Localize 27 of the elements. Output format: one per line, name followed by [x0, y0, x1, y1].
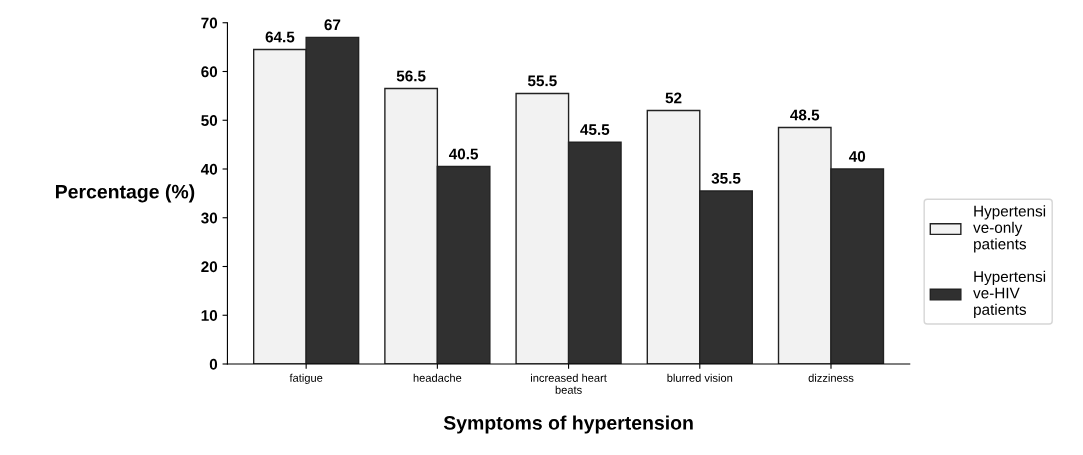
data-label: 56.5	[396, 70, 426, 82]
data-label: 45.5	[580, 124, 610, 135]
y-tick-label: 30	[201, 212, 218, 224]
data-label: 35.5	[711, 172, 741, 184]
y-tick-label: 10	[201, 310, 218, 321]
data-label: 67	[324, 19, 341, 31]
data-label: 52	[665, 92, 682, 104]
y-tick-label: 40	[200, 163, 218, 175]
y-tick-label: 50	[201, 115, 218, 126]
y-axis-title: Percentage (%)	[55, 184, 195, 203]
data-label: 40	[848, 151, 866, 162]
data-label: 64.5	[265, 31, 295, 43]
x-tick-label: dizziness	[808, 373, 854, 382]
x-axis-title: Symptoms of hypertension	[443, 415, 693, 434]
x-tick-label: headache	[413, 373, 462, 382]
x-tick-label: fatigue	[289, 373, 323, 385]
y-tick-label: 60	[201, 66, 218, 78]
legend-label: Hypertensi ve-HIV patients	[973, 270, 1046, 318]
data-label: 40.5	[448, 148, 479, 160]
y-tick-label: 70	[201, 17, 218, 29]
y-tick-label: 0	[209, 358, 218, 370]
x-tick-label: blurred vision	[667, 373, 733, 382]
legend-label: Hypertensi ve-only patients	[973, 205, 1046, 253]
data-label: 48.5	[790, 109, 820, 121]
data-label: 55.5	[527, 75, 557, 87]
x-tick-label: increased heart beats	[531, 373, 607, 394]
y-tick-label: 20	[201, 261, 218, 273]
